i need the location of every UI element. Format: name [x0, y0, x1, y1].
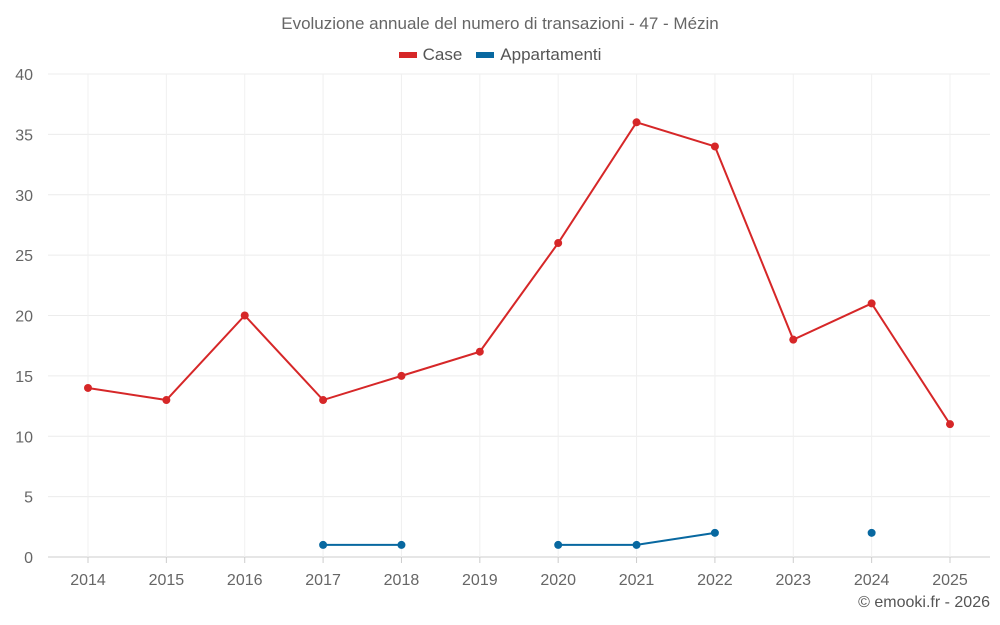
- legend-swatch-case: [398, 52, 417, 58]
- legend-item-appartamenti[interactable]: Appartamenti: [476, 45, 601, 65]
- x-tick-label: 2018: [384, 572, 420, 589]
- x-tick-label: 2024: [854, 572, 890, 589]
- data-point-case: [867, 299, 876, 308]
- legend-label-case: Case: [422, 45, 463, 64]
- series-line-case: [87, 121, 951, 425]
- y-tick-label: 5: [24, 490, 33, 507]
- data-point-appartamenti: [554, 540, 563, 549]
- data-point-case: [319, 396, 328, 405]
- data-point-case: [946, 420, 954, 429]
- data-point-case: [554, 239, 563, 248]
- y-tick-label: 35: [15, 127, 33, 144]
- chart-title: Evoluzione annuale del numero di transaz…: [281, 14, 719, 33]
- data-point-appartamenti: [710, 528, 719, 537]
- x-tick-label: 2025: [932, 572, 968, 589]
- x-tick-label: 2020: [540, 572, 576, 589]
- credit: © emooki.fr - 2026: [858, 594, 990, 611]
- data-point-case: [162, 396, 171, 405]
- y-tick-label: 30: [15, 188, 33, 205]
- data-point-case: [84, 383, 92, 392]
- data-point-appartamenti: [867, 528, 876, 537]
- y-tick-label: 40: [15, 67, 33, 84]
- y-tick-label: 10: [15, 429, 33, 446]
- legend-swatch-appartamenti: [476, 52, 495, 58]
- y-tick-label: 25: [15, 248, 33, 265]
- data-point-case: [475, 347, 484, 356]
- legend-label-appartamenti: Appartamenti: [500, 45, 602, 64]
- y-tick-label: 15: [15, 369, 33, 386]
- x-tick-label: 2022: [697, 572, 733, 589]
- x-tick-label: 2016: [227, 572, 263, 589]
- data-point-appartamenti: [632, 540, 641, 549]
- x-tick-label: 2015: [149, 572, 185, 589]
- data-point-case: [240, 311, 249, 320]
- x-tick-label: 2023: [775, 572, 811, 589]
- x-tick-label: 2017: [305, 572, 341, 589]
- data-point-case: [789, 335, 798, 344]
- y-tick-label: 0: [24, 550, 33, 567]
- x-tick-label: 2019: [462, 572, 498, 589]
- data-point-appartamenti: [397, 540, 406, 549]
- x-tick-label: 2021: [619, 572, 655, 589]
- data-point-appartamenti: [319, 540, 328, 549]
- data-point-case: [710, 142, 719, 151]
- data-point-case: [632, 118, 641, 127]
- x-tick-label: 2014: [70, 572, 106, 589]
- legend-item-case[interactable]: Case: [398, 45, 463, 65]
- data-point-case: [397, 371, 406, 380]
- y-tick-label: 20: [15, 309, 33, 326]
- legend: Case Appartamenti: [0, 45, 1000, 65]
